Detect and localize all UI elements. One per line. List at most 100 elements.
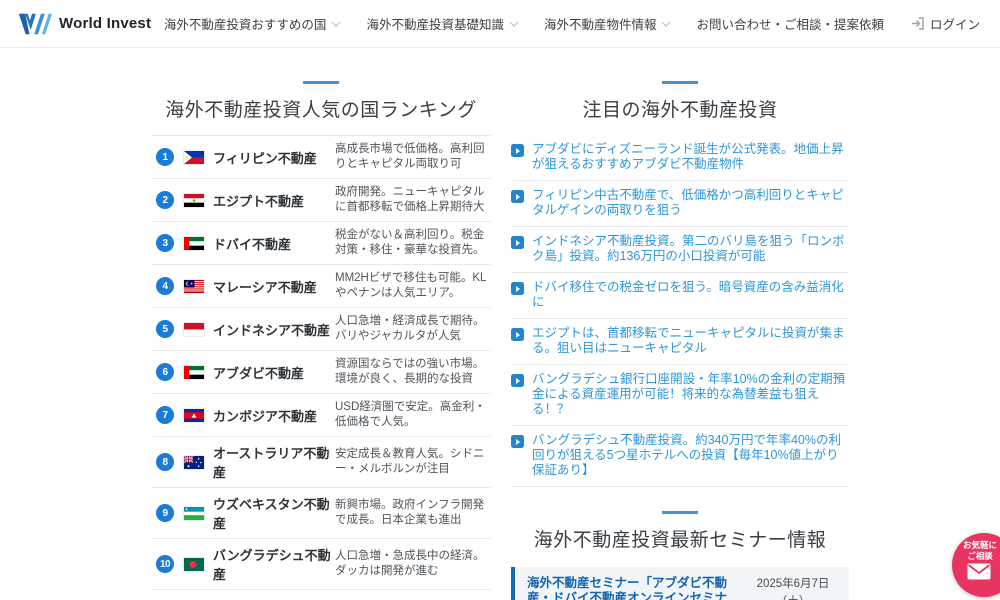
country-description: 高成長市場で低価格。高利回りとキャピタル両取り可 bbox=[335, 143, 485, 170]
ranking-row[interactable]: 1 フィリピン不動産 高成長市場で低価格。高利回りとキャピタル両取り可 bbox=[151, 136, 491, 179]
contact-button-line1: お気軽に bbox=[962, 540, 997, 550]
ranking-row[interactable]: 10 バングラデシュ不動産 人口急増・急成長中の経済。ダッカは開発が進む bbox=[151, 539, 491, 590]
nav-item[interactable]: 海外不動産物件情報 bbox=[543, 14, 671, 33]
header: World Invest 海外不動産投資おすすめの国 海外不動産投資基礎知識 海… bbox=[0, 0, 1000, 48]
rank-number-badge: 7 bbox=[156, 406, 174, 424]
nav-item[interactable]: 海外不動産投資基礎知識 bbox=[366, 14, 519, 33]
chevron-down-icon bbox=[662, 17, 671, 27]
country-name-link[interactable]: バングラデシュ不動産 bbox=[213, 548, 331, 582]
play-icon bbox=[511, 190, 524, 203]
rank-number-badge: 9 bbox=[156, 504, 174, 522]
ranking-list: 1 フィリピン不動産 高成長市場で低価格。高利回りとキャピタル両取り可 2 エジ… bbox=[151, 135, 491, 590]
logo-text: World Invest bbox=[59, 15, 152, 32]
country-flag-icon bbox=[184, 236, 204, 250]
country-flag-icon bbox=[184, 506, 204, 520]
rank-number-badge: 1 bbox=[156, 148, 174, 166]
main-content: 海外不動産投資人気の国ランキング 1 フィリピン不動産 高成長市場で低価格。高利… bbox=[151, 48, 849, 600]
rank-number-badge: 10 bbox=[156, 555, 174, 573]
nav-item[interactable]: 海外不動産投資おすすめの国 bbox=[163, 14, 341, 33]
featured-article-title: ドバイ移住での税金ゼロを狙う。暗号資産の含み益消化に bbox=[532, 280, 844, 309]
featured-article-title: フィリピン中古不動産で、低価格かつ高利回りとキャピタルゲインの両取りを狙う bbox=[532, 188, 844, 217]
featured-article-link[interactable]: バングラデシュ不動産投資。約340万円で年率40%の利回りが狙える5つ星ホテルへ… bbox=[511, 426, 849, 487]
featured-article-link[interactable]: インドネシア不動産投資。第二のバリ島を狙う「ロンボク島」投資。約136万円の小口… bbox=[511, 227, 849, 273]
country-name-link[interactable]: オーストラリア不動産 bbox=[213, 446, 330, 480]
rank-number-badge: 4 bbox=[156, 277, 174, 295]
country-flag-icon bbox=[184, 365, 204, 379]
right-column: 注目の海外不動産投資 アブダビにディズニーランド誕生が公式発表。地価上昇が狙える… bbox=[511, 81, 849, 600]
featured-article-title: バングラデシュ銀行口座開設・年率10%の金利の定期預金による資産運用が可能！将来… bbox=[532, 372, 846, 416]
ranking-row[interactable]: 4 マレーシア不動産 MM2Hビザで移住も可能。KLやペナンは人気エリア。 bbox=[151, 265, 491, 308]
play-icon bbox=[511, 374, 524, 387]
featured-article-link[interactable]: アブダビにディズニーランド誕生が公式発表。地価上昇が狙えるおすすめアブダビ不動産… bbox=[511, 135, 849, 181]
ranking-row[interactable]: 7 カンボジア不動産 USD経済圏で安定。高金利・低価格で人気。 bbox=[151, 394, 491, 437]
chevron-down-icon bbox=[332, 17, 341, 27]
ranking-row[interactable]: 9 ウズベキスタン不動産 新興市場。政府インフラ開発で成長。日本企業も進出 bbox=[151, 488, 491, 539]
seminar-list: 海外不動産セミナー「アブダビ不動産・ドバイ不動産オンラインセミナー」Bridge… bbox=[511, 567, 849, 600]
ranking-row[interactable]: 8 オーストラリア不動産 安定成長＆教育人気。シドニー・メルボルンが注目 bbox=[151, 437, 491, 488]
contact-button-line2: ご相談 bbox=[967, 550, 993, 561]
nav-item[interactable]: お問い合わせ・ご相談・提案依頼 bbox=[696, 14, 884, 33]
featured-article-link[interactable]: ドバイ移住での税金ゼロを狙う。暗号資産の含み益消化に bbox=[511, 273, 849, 319]
featured-article-title: バングラデシュ不動産投資。約340万円で年率40%の利回りが狙える5つ星ホテルへ… bbox=[532, 433, 841, 477]
country-name-link[interactable]: エジプト不動産 bbox=[213, 193, 305, 209]
accent-line bbox=[662, 81, 698, 84]
featured-article-title: エジプトは、首都移転でニューキャピタルに投資が集まる。狙い目はニューキャピタル bbox=[532, 326, 845, 355]
featured-article-link[interactable]: バングラデシュ銀行口座開設・年率10%の金利の定期預金による資産運用が可能！将来… bbox=[511, 365, 849, 426]
play-icon bbox=[511, 328, 524, 341]
rank-number-badge: 2 bbox=[156, 191, 174, 209]
ranking-row[interactable]: 3 ドバイ不動産 税金がない＆高利回り。税金対策・移住・豪華な投資先。 bbox=[151, 222, 491, 265]
country-name-link[interactable]: フィリピン不動産 bbox=[213, 150, 317, 166]
country-name-link[interactable]: アブダビ不動産 bbox=[213, 365, 305, 381]
country-name-link[interactable]: カンボジア不動産 bbox=[213, 408, 318, 424]
nav-item[interactable]: ログイン bbox=[911, 14, 980, 33]
rank-number-badge: 8 bbox=[156, 453, 174, 471]
login-icon bbox=[911, 17, 925, 30]
logo[interactable]: World Invest bbox=[18, 12, 151, 36]
seminar-link[interactable]: 海外不動産セミナー「アブダビ不動産・ドバイ不動産オンラインセミナー」Bridge… bbox=[527, 576, 728, 600]
accent-line bbox=[303, 81, 339, 84]
ranking-row[interactable]: 2 エジプト不動産 政府開発。ニューキャピタルに首都移転で価格上昇期待大 bbox=[151, 179, 491, 222]
seminar-header: 海外不動産投資最新セミナー情報 bbox=[511, 511, 849, 552]
country-description: 人口急増・急成長中の経済。ダッカは開発が進む bbox=[335, 550, 485, 577]
country-name-link[interactable]: ウズベキスタン不動産 bbox=[213, 497, 330, 531]
world-invest-logo-icon bbox=[18, 12, 52, 36]
country-description: 安定成長＆教育人気。シドニー・メルボルンが注目 bbox=[335, 448, 485, 475]
ranking-title: 海外不動産投資人気の国ランキング bbox=[165, 100, 477, 121]
play-icon bbox=[511, 282, 524, 295]
seminar-card[interactable]: 海外不動産セミナー「アブダビ不動産・ドバイ不動産オンラインセミナー」Bridge… bbox=[511, 567, 849, 600]
seminar-date: 2025年6月7日（土） bbox=[756, 578, 830, 600]
country-flag-icon bbox=[184, 408, 204, 422]
country-flag-icon bbox=[184, 193, 204, 207]
country-name-link[interactable]: インドネシア不動産 bbox=[213, 322, 331, 338]
main-nav: 海外不動産投資おすすめの国 海外不動産投資基礎知識 海外不動産物件情報 お問い合… bbox=[164, 14, 980, 33]
featured-article-link[interactable]: フィリピン中古不動産で、低価格かつ高利回りとキャピタルゲインの両取りを狙う bbox=[511, 181, 849, 227]
ranking-header: 海外不動産投資人気の国ランキング bbox=[151, 81, 491, 122]
country-description: 政府開発。ニューキャピタルに首都移転で価格上昇期待大 bbox=[335, 186, 485, 213]
contact-floating-button[interactable]: お気軽に ご相談 bbox=[952, 533, 1000, 597]
featured-header: 注目の海外不動産投資 bbox=[511, 81, 849, 122]
play-icon bbox=[511, 435, 524, 448]
country-name-link[interactable]: マレーシア不動産 bbox=[213, 279, 317, 295]
featured-article-link[interactable]: エジプトは、首都移転でニューキャピタルに投資が集まる。狙い目はニューキャピタル bbox=[511, 319, 849, 365]
seminar-section: 海外不動産投資最新セミナー情報 海外不動産セミナー「アブダビ不動産・ドバイ不動産… bbox=[511, 511, 849, 600]
nav-item-label: 海外不動産物件情報 bbox=[543, 18, 657, 32]
play-icon bbox=[511, 144, 524, 157]
accent-line bbox=[662, 511, 698, 514]
seminar-title: 海外不動産投資最新セミナー情報 bbox=[533, 530, 827, 551]
featured-title: 注目の海外不動産投資 bbox=[582, 100, 778, 121]
nav-item-label: 海外不動産投資おすすめの国 bbox=[163, 18, 327, 32]
featured-list: アブダビにディズニーランド誕生が公式発表。地価上昇が狙えるおすすめアブダビ不動産… bbox=[511, 135, 849, 487]
rank-number-badge: 6 bbox=[156, 363, 174, 381]
country-flag-icon bbox=[184, 557, 204, 571]
nav-item-label: お問い合わせ・ご相談・提案依頼 bbox=[696, 18, 884, 32]
chevron-down-icon bbox=[509, 17, 519, 27]
country-description: MM2Hビザで移住も可能。KLやペナンは人気エリア。 bbox=[335, 272, 487, 299]
country-flag-icon bbox=[184, 455, 204, 469]
play-icon bbox=[511, 236, 524, 249]
ranking-row[interactable]: 6 アブダビ不動産 資源国ならではの強い市場。環境が良く、長期的な投資 bbox=[151, 351, 491, 394]
ranking-row[interactable]: 5 インドネシア不動産 人口急増・経済成長で期待。バリやジャカルタが人気 bbox=[151, 308, 491, 351]
mail-icon bbox=[967, 561, 996, 585]
country-flag-icon bbox=[184, 322, 204, 336]
country-name-link[interactable]: ドバイ不動産 bbox=[213, 236, 292, 252]
country-flag-icon bbox=[184, 150, 204, 164]
